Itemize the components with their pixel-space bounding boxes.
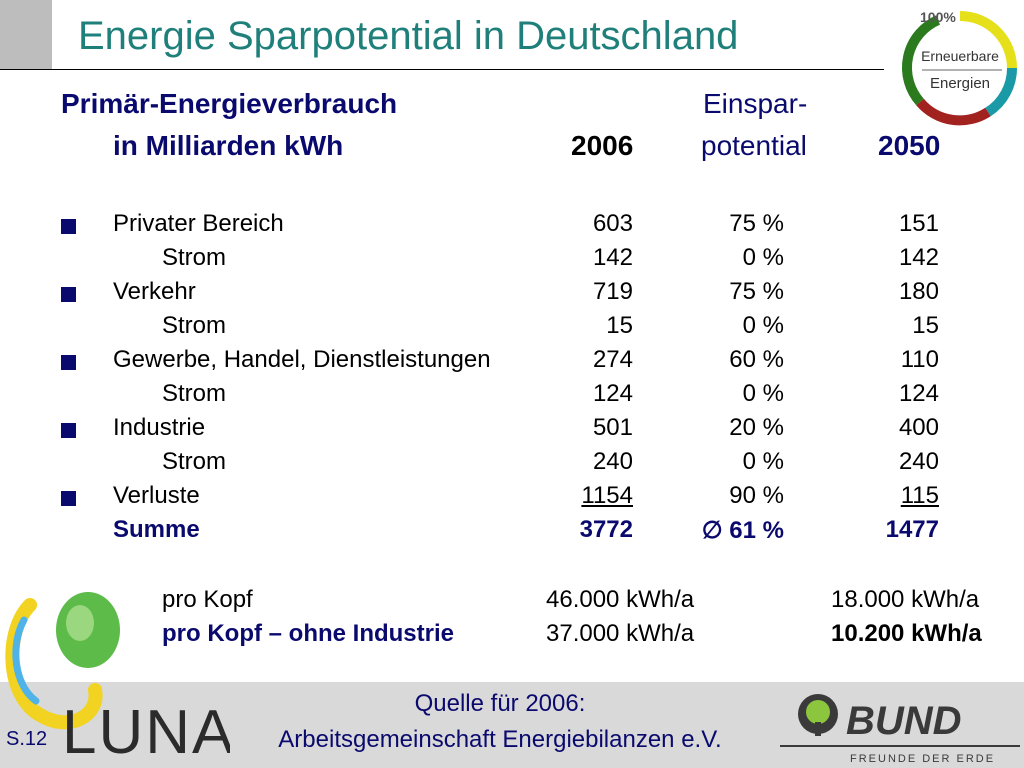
- value-potential: 60 %: [729, 346, 784, 373]
- erneuerbare-energien-logo: 100% Erneuerbare Energien: [902, 9, 1018, 126]
- table-row: Strom 142 0 % 142: [0, 244, 1024, 278]
- per-capita-label: pro Kopf: [162, 586, 253, 613]
- value-potential: 0 %: [742, 244, 784, 271]
- corner-block: [0, 0, 52, 70]
- per-capita-row: pro Kopf – ohne Industrie 37.000 kWh/a 1…: [0, 620, 1024, 654]
- value-2050: 1477: [885, 516, 939, 543]
- table-row: Strom 124 0 % 124: [0, 380, 1024, 414]
- value-2006: 15: [606, 312, 633, 339]
- bund-logo: BUND FREUNDE DER ERDE: [780, 694, 1020, 765]
- ee-line2: Energien: [930, 75, 990, 92]
- row-label: Strom: [162, 244, 227, 271]
- per-capita-label: pro Kopf – ohne Industrie: [162, 620, 454, 647]
- value-2050: 151: [898, 210, 939, 237]
- row-label: Strom: [162, 448, 227, 475]
- bullet-square: [61, 287, 76, 302]
- value-potential: 0 %: [742, 380, 784, 407]
- table-row: Strom 15 0 % 15: [0, 312, 1024, 346]
- value-potential: 75 %: [729, 278, 784, 305]
- header-title-line2: in Milliarden kWh: [113, 130, 344, 161]
- bund-wordmark: BUND: [846, 699, 962, 743]
- source-line2: Arbeitsgemeinschaft Energiebilanzen e.V.: [278, 726, 722, 753]
- table-row: Gewerbe, Handel, Dienstleistungen 274 60…: [0, 346, 1024, 380]
- row-label: Verluste: [113, 482, 200, 509]
- row-label: Gewerbe, Handel, Dienstleistungen: [113, 346, 491, 373]
- value-2006: 603: [592, 210, 633, 237]
- table-row: Verkehr 719 75 % 180: [0, 278, 1024, 312]
- value-2050: 400: [898, 414, 939, 441]
- page-title: Energie Sparpotential in Deutschland: [78, 14, 739, 58]
- table-row: Strom 240 0 % 240: [0, 448, 1024, 482]
- value-2050: 115: [900, 482, 939, 509]
- value-2006: 274: [592, 346, 633, 373]
- luna-wordmark: LUNA: [62, 698, 230, 765]
- header-potential-line2: potential: [701, 130, 807, 161]
- value-2050: 142: [898, 244, 939, 271]
- value-2006: 124: [592, 380, 633, 407]
- slide-number: S.12: [6, 728, 48, 750]
- value-2050: 180: [898, 278, 939, 305]
- row-label: Industrie: [113, 414, 206, 441]
- row-label: Strom: [162, 312, 227, 339]
- value-2006: 142: [592, 244, 633, 271]
- footer-band: [0, 682, 1024, 768]
- bullet-square: [61, 423, 76, 438]
- ee-line1: Erneuerbare: [921, 48, 999, 64]
- bullet-square: [61, 491, 76, 506]
- table-row: Privater Bereich 603 75 % 151: [0, 210, 1024, 244]
- value-2006: 719: [592, 278, 633, 305]
- value-potential: 0 %: [742, 312, 784, 339]
- value-potential: 75 %: [729, 210, 784, 237]
- bullet-square: [61, 355, 76, 370]
- value-potential: ∅ 61 %: [701, 517, 784, 544]
- table-row: Verluste 1154 90 % 115: [0, 482, 1024, 516]
- value-potential: 90 %: [729, 482, 784, 509]
- row-label: Verkehr: [113, 278, 196, 305]
- value-2006: 240: [592, 448, 633, 475]
- per-capita-2050: 10.200 kWh/a: [831, 620, 982, 647]
- value-2050: 124: [898, 380, 939, 407]
- value-2050: 15: [912, 312, 939, 339]
- row-label: Summe: [113, 516, 200, 543]
- value-2050: 110: [900, 346, 939, 373]
- per-capita-2006: 37.000 kWh/a: [546, 620, 695, 647]
- table-row-total: Summe 3772 ∅ 61 % 1477: [0, 516, 1024, 550]
- luna-logo: LUNA: [5, 592, 230, 765]
- value-potential: 0 %: [742, 448, 784, 475]
- header-title-line1: Primär-Energieverbrauch: [61, 88, 398, 119]
- row-label: Privater Bereich: [113, 210, 284, 237]
- bund-subtitle: FREUNDE DER ERDE: [850, 753, 995, 765]
- bullet-square: [61, 219, 76, 234]
- header-potential-line1: Einspar-: [703, 88, 808, 119]
- value-2006: 3772: [579, 516, 633, 543]
- value-2050: 240: [898, 448, 939, 475]
- header-year-2050: 2050: [878, 130, 941, 161]
- row-label: Strom: [162, 380, 227, 407]
- per-capita-2006: 46.000 kWh/a: [546, 586, 695, 613]
- title-divider: [0, 69, 884, 70]
- per-capita-row: pro Kopf 46.000 kWh/a 18.000 kWh/a: [0, 586, 1024, 620]
- value-2006: 1154: [581, 482, 633, 509]
- ee-percent: 100%: [920, 9, 956, 25]
- source-line1: Quelle für 2006:: [414, 690, 586, 717]
- value-2006: 501: [592, 414, 633, 441]
- per-capita-2050: 18.000 kWh/a: [831, 586, 980, 613]
- value-potential: 20 %: [729, 414, 784, 441]
- table-row: Industrie 501 20 % 400: [0, 414, 1024, 448]
- header-year-2006: 2006: [571, 130, 634, 161]
